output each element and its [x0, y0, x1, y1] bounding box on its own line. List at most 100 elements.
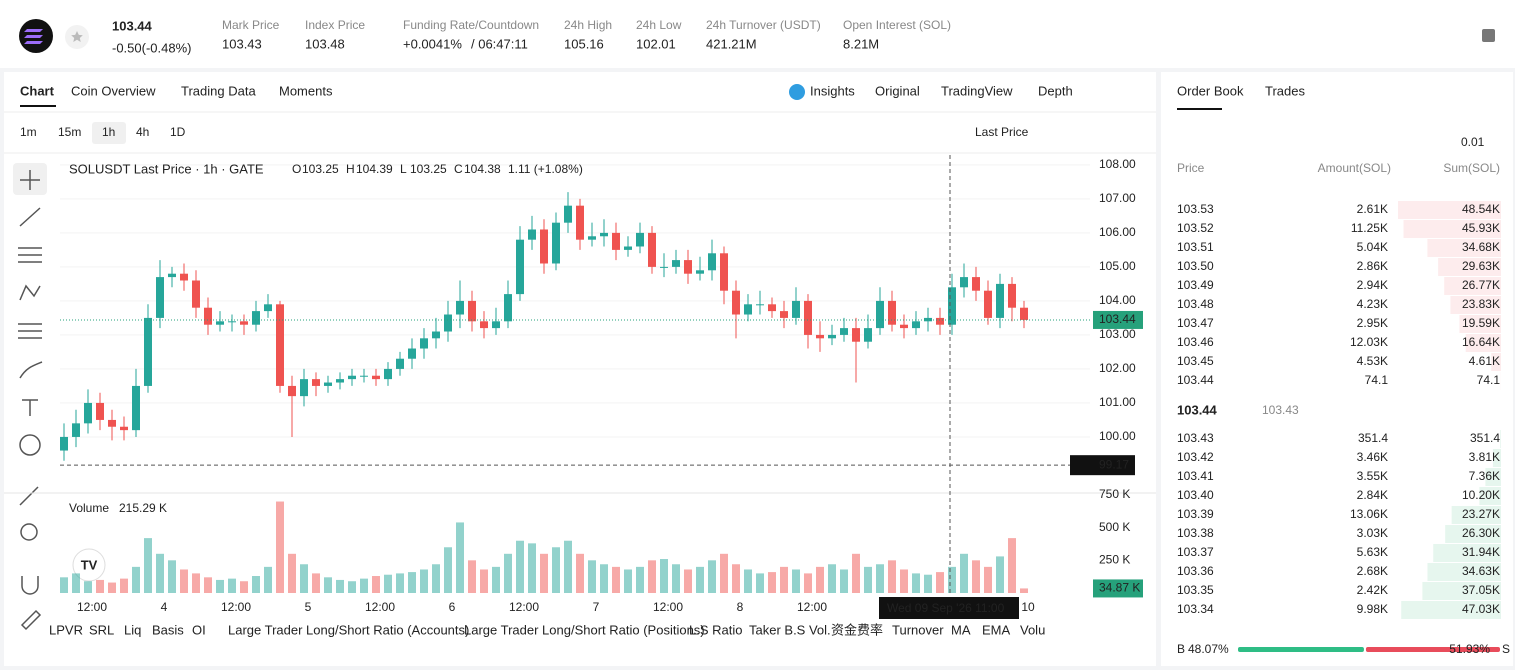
price: 103.45	[1177, 354, 1214, 368]
interval[interactable]: 1h	[102, 125, 115, 139]
ohlc-key: H	[346, 162, 355, 176]
tab[interactable]: Moments	[279, 83, 333, 98]
volume-bar	[792, 569, 800, 593]
interval[interactable]: 1m	[20, 125, 37, 139]
indicator[interactable]: EMA	[982, 622, 1011, 637]
candle-body	[372, 375, 380, 380]
candle-body	[948, 287, 956, 325]
emoji-tool[interactable]	[19, 434, 41, 456]
ob-tab[interactable]: Order Book	[1177, 83, 1244, 98]
price: 103.38	[1177, 526, 1214, 540]
candle-body	[72, 423, 80, 437]
magnet-tool[interactable]	[21, 576, 39, 595]
indicator[interactable]: Turnover	[892, 622, 944, 637]
candle-body	[264, 304, 272, 312]
insights-icon	[789, 84, 805, 100]
volume-bar	[720, 553, 728, 593]
stat-label: 24h Low	[636, 18, 682, 32]
candle-body	[120, 426, 128, 431]
candle-body	[720, 253, 728, 291]
candle-body	[732, 290, 740, 315]
indicator[interactable]: Large Trader Long/Short Ratio (Accounts)	[228, 622, 469, 637]
amount: 5.04K	[1357, 240, 1388, 254]
price: 103.52	[1177, 221, 1214, 235]
candle-body	[168, 273, 176, 278]
volume-tick-label: 500 K	[1099, 520, 1130, 534]
price: 103.37	[1177, 545, 1214, 559]
tick-size[interactable]: 0.01	[1461, 135, 1485, 149]
x-tick-label: 4	[161, 600, 168, 614]
crosshair-tool[interactable]	[20, 170, 40, 190]
view-tab[interactable]: Depth	[1038, 83, 1073, 98]
view-tab[interactable]: Original	[875, 83, 920, 98]
volume-bar	[612, 566, 620, 593]
last-volume-label: 34.87 K	[1099, 581, 1140, 595]
volume-bar	[552, 547, 560, 593]
text-tool[interactable]	[22, 399, 38, 416]
interval[interactable]: 15m	[58, 125, 81, 139]
volume-bar	[828, 564, 836, 593]
indicator[interactable]: SRL	[89, 622, 114, 637]
view-tab[interactable]: TradingView	[941, 83, 1013, 98]
brush-tool[interactable]	[19, 361, 43, 379]
candle-body	[540, 229, 548, 264]
volume-bar	[684, 569, 692, 593]
indicator[interactable]: Liq	[124, 622, 141, 637]
indicator[interactable]: MA	[951, 622, 971, 637]
tab[interactable]: Chart	[20, 83, 55, 98]
candle-body	[996, 283, 1004, 318]
candle-body	[1020, 307, 1028, 320]
view-tab[interactable]: Insights	[810, 83, 855, 98]
fib-tool[interactable]	[18, 323, 42, 339]
sum: 351.4	[1470, 431, 1500, 445]
depth-bar	[1433, 544, 1501, 562]
settings-icon[interactable]	[1482, 29, 1495, 42]
tab[interactable]: Trading Data	[181, 83, 256, 98]
volume-bar	[888, 560, 896, 593]
candle-body	[348, 375, 356, 380]
candle-body	[420, 338, 428, 349]
y-tick-label: 108.00	[1099, 157, 1136, 171]
zoom-tool[interactable]	[20, 523, 38, 541]
interval[interactable]: 4h	[136, 125, 149, 139]
indicator[interactable]: Taker B.S Vol.	[749, 622, 831, 637]
ob-tab[interactable]: Trades	[1265, 83, 1305, 98]
indicator[interactable]: 资金费率	[831, 622, 883, 637]
indicator[interactable]: Large Trader Long/Short Ratio (Positions…	[464, 622, 705, 637]
amount: 351.4	[1358, 431, 1388, 445]
sum: 23.83K	[1462, 297, 1500, 311]
depth-bar	[1479, 487, 1501, 505]
indicator[interactable]: Volu	[1020, 622, 1045, 637]
price: 103.48	[1177, 297, 1214, 311]
candle-body	[612, 232, 620, 250]
column-header: Sum(SOL)	[1443, 161, 1500, 175]
depth-bar	[1451, 506, 1501, 524]
pattern-tool[interactable]	[19, 284, 41, 301]
volume-bar	[1020, 588, 1028, 593]
indicator[interactable]: LPVR	[49, 622, 83, 637]
interval[interactable]: 1D	[170, 125, 186, 139]
price: 103.43	[1177, 431, 1214, 445]
candle-body	[84, 402, 92, 424]
tab[interactable]: Coin Overview	[71, 83, 156, 98]
channel-tool[interactable]	[18, 247, 42, 263]
amount: 4.53K	[1357, 354, 1388, 368]
sum: 34.68K	[1462, 240, 1500, 254]
column-header: Price	[1177, 161, 1205, 175]
indicator[interactable]: Basis	[152, 622, 184, 637]
candle-body	[588, 236, 596, 240]
volume-bar	[348, 581, 356, 593]
volume-bar	[492, 566, 500, 593]
ruler-tool[interactable]	[19, 486, 39, 506]
price-type[interactable]: Last Price	[975, 125, 1029, 139]
pencil-tool[interactable]	[20, 609, 42, 631]
volume-bar	[468, 560, 476, 593]
indicator[interactable]: OI	[192, 622, 206, 637]
volume-bar	[744, 569, 752, 593]
buy-key: B	[1177, 642, 1185, 656]
candle-body	[576, 205, 584, 240]
line-tool[interactable]	[19, 207, 41, 227]
volume-bar	[600, 564, 608, 593]
y-tick-label: 106.00	[1099, 225, 1136, 239]
indicator[interactable]: L.S Ratio	[689, 622, 742, 637]
